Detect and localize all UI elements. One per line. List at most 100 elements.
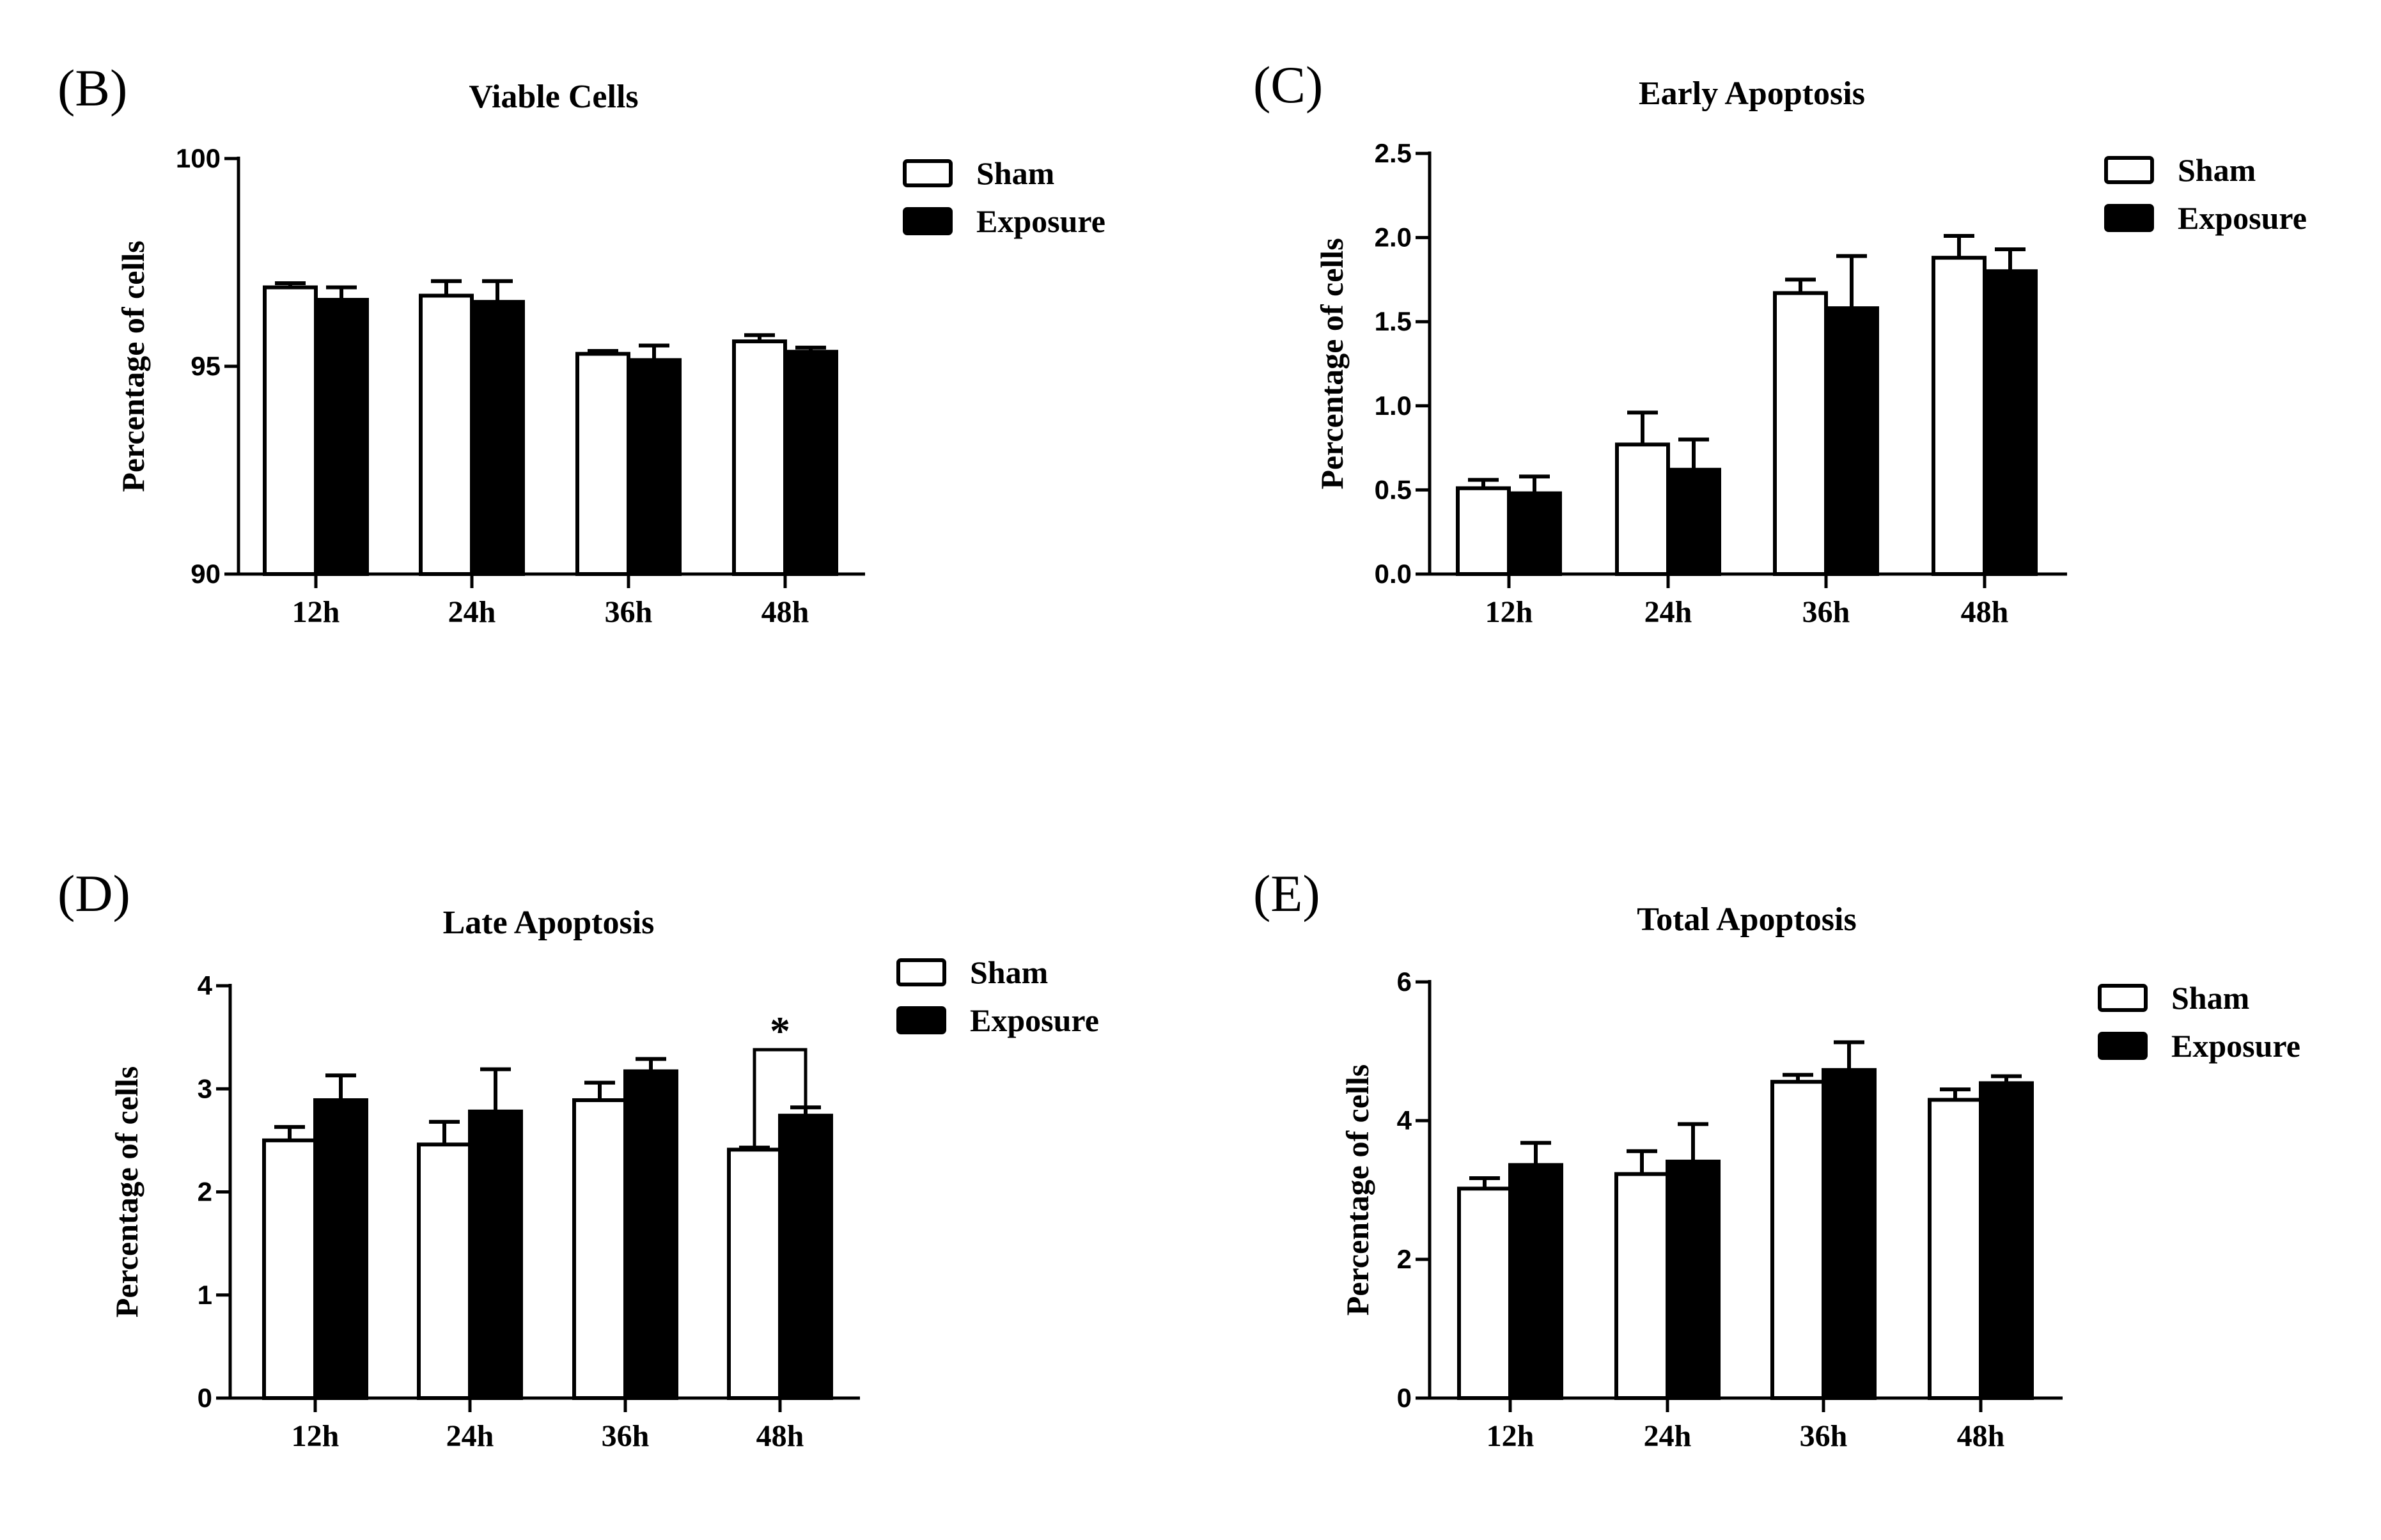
- x-tick-label: 12h: [1485, 595, 1533, 629]
- bar-exposure: [783, 350, 838, 576]
- legend-label-exposure: Exposure: [2171, 1028, 2300, 1064]
- legend-swatch-exposure: [903, 207, 953, 235]
- y-tick-label: 4: [198, 970, 213, 1000]
- y-tick-label: 0: [1397, 1383, 1412, 1413]
- x-tick-label: 24h: [1644, 1419, 1692, 1453]
- bar-exposure: [778, 1114, 833, 1401]
- legend-swatch-sham: [2098, 984, 2148, 1012]
- legend-label-sham: Sham: [2178, 152, 2256, 188]
- y-tick-label: 95: [191, 351, 221, 381]
- bar-sham: [417, 1142, 472, 1400]
- bar-sham: [1932, 256, 1987, 576]
- legend-label-sham: Sham: [2171, 980, 2249, 1016]
- y-tick-label: 100: [176, 143, 221, 173]
- x-tick-label: 24h: [1644, 595, 1692, 629]
- panel-label: (D): [58, 864, 130, 922]
- y-tick-label: 1: [198, 1280, 212, 1310]
- panel-label: (E): [1253, 864, 1320, 922]
- bar-exposure: [470, 300, 525, 576]
- legend-swatch-exposure: [2104, 204, 2154, 232]
- y-tick-label: 3: [198, 1073, 212, 1103]
- bar-sham: [263, 285, 318, 576]
- chart-panel-2: (C) Early Apoptosis Percentage of cells 0.0…: [1253, 56, 2307, 629]
- chart-title: Late Apoptosis: [443, 905, 655, 941]
- bar-exposure: [1666, 1160, 1721, 1400]
- y-tick-label: 2: [1397, 1244, 1412, 1274]
- chart-title: Total Apoptosis: [1637, 901, 1856, 938]
- x-tick-label: 36h: [1802, 595, 1850, 629]
- y-tick-label: 0.0: [1375, 559, 1412, 589]
- significance-star: *: [770, 1008, 790, 1054]
- bar-exposure: [314, 298, 369, 576]
- bar-sham: [572, 1098, 627, 1401]
- y-axis-label: Percentage of cells: [109, 1066, 144, 1318]
- legend-label-sham: Sham: [976, 155, 1054, 191]
- chart-panel-1: (B) Viable Cells Percentage of cells 90 95 10…: [58, 59, 1105, 629]
- bar-sham: [727, 1147, 782, 1400]
- x-tick-label: 48h: [1957, 1419, 2005, 1453]
- chart-title: Viable Cells: [469, 79, 638, 115]
- bar-exposure: [313, 1098, 368, 1401]
- y-axis-label: Percentage of cells: [115, 240, 151, 492]
- x-tick-label: 24h: [446, 1419, 494, 1453]
- bar-sham: [1457, 1186, 1512, 1400]
- y-tick-label: 0.5: [1375, 474, 1412, 504]
- legend-swatch-exposure: [2098, 1032, 2148, 1060]
- bar-exposure: [1822, 1068, 1877, 1401]
- chart-panel-3: (D) Late Apoptosis Percentage of cells 0 1 2 3…: [58, 864, 1099, 1453]
- y-tick-label: 1.0: [1375, 391, 1412, 421]
- y-tick-label: 4: [1397, 1105, 1412, 1135]
- bar-sham: [1614, 1172, 1669, 1401]
- bar-sham: [419, 293, 474, 576]
- legend-swatch-sham: [896, 958, 946, 986]
- chart-title: Early Apoptosis: [1639, 75, 1865, 112]
- significance-bracket: [753, 1048, 808, 1148]
- x-tick-label: 12h: [292, 595, 340, 629]
- x-tick-label: 48h: [1961, 595, 2009, 629]
- legend-label-exposure: Exposure: [970, 1002, 1099, 1038]
- panel-label: (C): [1253, 56, 1323, 114]
- bar-exposure: [1824, 306, 1879, 576]
- bar-sham: [1456, 486, 1511, 576]
- bar-exposure: [627, 358, 682, 576]
- x-tick-label: 12h: [1487, 1419, 1534, 1453]
- bar-sham: [732, 339, 787, 576]
- bar-exposure: [1666, 467, 1721, 576]
- bar-exposure: [1979, 1081, 2034, 1401]
- bar-sham: [1773, 291, 1828, 576]
- x-tick-label: 36h: [605, 595, 653, 629]
- y-axis-label: Percentage of cells: [1314, 238, 1350, 489]
- bar-sham: [1770, 1080, 1825, 1400]
- y-tick-label: 2.5: [1375, 138, 1412, 168]
- panel-label: (B): [58, 59, 127, 117]
- bar-sham: [1615, 442, 1670, 576]
- x-tick-label: 36h: [602, 1419, 650, 1453]
- x-tick-label: 48h: [756, 1419, 804, 1453]
- x-tick-label: 12h: [292, 1419, 340, 1453]
- bar-sham: [1928, 1098, 1983, 1400]
- legend-swatch-sham: [2104, 156, 2154, 184]
- legend-label-sham: Sham: [970, 954, 1048, 990]
- x-tick-label: 24h: [448, 595, 496, 629]
- y-axis-label: Percentage of cells: [1339, 1064, 1375, 1316]
- x-tick-label: 36h: [1800, 1419, 1848, 1453]
- bar-exposure: [1983, 269, 2038, 576]
- bar-exposure: [623, 1069, 678, 1401]
- y-tick-label: 0: [198, 1383, 212, 1413]
- y-tick-label: 1.5: [1375, 306, 1412, 336]
- legend-label-exposure: Exposure: [976, 203, 1105, 239]
- bar-exposure: [468, 1109, 523, 1400]
- x-tick-label: 48h: [761, 595, 809, 629]
- bar-sham: [262, 1138, 317, 1400]
- y-tick-label: 2.0: [1375, 222, 1412, 253]
- y-tick-label: 90: [191, 559, 221, 589]
- legend-label-exposure: Exposure: [2178, 200, 2307, 236]
- y-tick-label: 6: [1397, 967, 1412, 997]
- legend-swatch-sham: [903, 159, 953, 187]
- bar-exposure: [1508, 1163, 1563, 1400]
- bar-exposure: [1507, 491, 1562, 576]
- bar-sham: [575, 352, 630, 576]
